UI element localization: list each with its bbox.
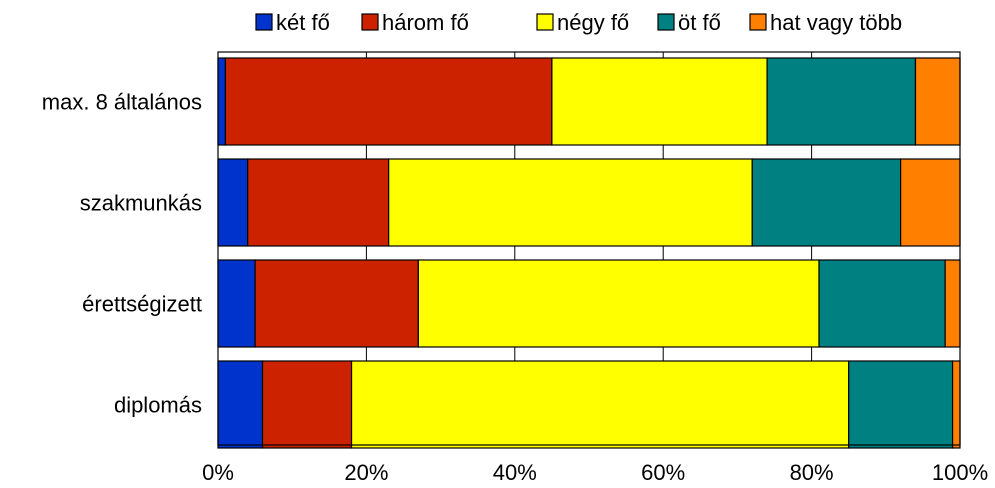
bars	[217, 57, 961, 449]
bar-segment	[951, 360, 961, 449]
legend-swatch	[536, 13, 554, 31]
x-tick-label: 60%	[641, 460, 685, 485]
bar-segment	[350, 360, 850, 449]
x-tick-label: 100%	[932, 460, 988, 485]
bar-segment	[247, 158, 390, 247]
axis: max. 8 általános szakmunkás érettségizett d…	[42, 51, 988, 485]
bar-segment	[388, 158, 753, 247]
legend-swatch	[657, 13, 675, 31]
x-tick-label: 0%	[202, 460, 234, 485]
bar-segment	[224, 57, 553, 146]
bar-segment	[217, 360, 264, 449]
bar-segment	[217, 259, 256, 348]
bar-segment	[848, 360, 954, 449]
legend-label: öt fő	[678, 10, 721, 35]
category-label: szakmunkás	[80, 191, 202, 216]
bar-segment	[818, 259, 946, 348]
bar-segment	[914, 57, 961, 146]
category-label: max. 8 általános	[42, 90, 202, 115]
bar-segment	[944, 259, 961, 348]
category-label: érettségizett	[82, 292, 202, 317]
bar-segment	[217, 158, 249, 247]
x-tick-label: 80%	[790, 460, 834, 485]
legend-label: három fő	[382, 10, 469, 35]
legend-swatch	[749, 13, 767, 31]
x-tick-label: 40%	[493, 460, 537, 485]
legend: két fő három fő négy fő öt fő hat vagy több	[255, 10, 902, 35]
legend-label: négy fő	[557, 10, 629, 35]
category-label: diplomás	[114, 393, 202, 418]
bar-segment	[766, 57, 917, 146]
bar-segment	[900, 158, 961, 247]
bar-segment	[261, 360, 353, 449]
bar-segment	[417, 259, 820, 348]
plot-frame	[217, 51, 961, 446]
legend-swatch	[361, 13, 379, 31]
legend-label: két fő	[276, 10, 330, 35]
bar-segment	[254, 259, 419, 348]
legend-label: hat vagy több	[770, 10, 902, 35]
x-tick-label: 20%	[344, 460, 388, 485]
bar-segment	[217, 57, 227, 146]
bar-segment	[751, 158, 902, 247]
legend-swatch	[255, 13, 273, 31]
bar-segment	[551, 57, 768, 146]
